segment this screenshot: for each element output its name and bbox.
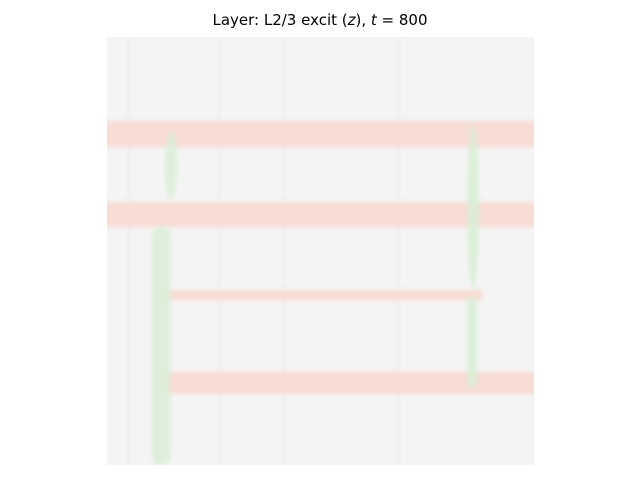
green-band-left-upper: [165, 131, 177, 199]
heatmap-image: [107, 37, 534, 465]
title-time-variable: t: [370, 11, 377, 29]
faint-stripe: [282, 37, 286, 465]
title-time-value: 800: [398, 11, 428, 29]
title-equals: =: [376, 11, 399, 29]
faint-stripe: [127, 37, 131, 465]
red-band-4: [162, 372, 534, 394]
title-variable: z: [347, 11, 356, 29]
red-band-1: [107, 121, 534, 147]
faint-stripe: [397, 37, 401, 465]
title-mid: ),: [355, 11, 371, 29]
heatmap-svg: [107, 37, 534, 465]
green-band-left-lower: [152, 227, 170, 465]
red-band-3: [162, 290, 482, 300]
green-band-right-upper: [467, 125, 479, 289]
title-prefix: Layer: L2/3 excit (: [212, 11, 348, 29]
red-band-2: [107, 202, 534, 227]
plot-title: Layer: L2/3 excit (z), t = 800: [0, 11, 640, 29]
green-band-right-lower: [467, 297, 477, 387]
faint-stripe: [217, 37, 221, 465]
